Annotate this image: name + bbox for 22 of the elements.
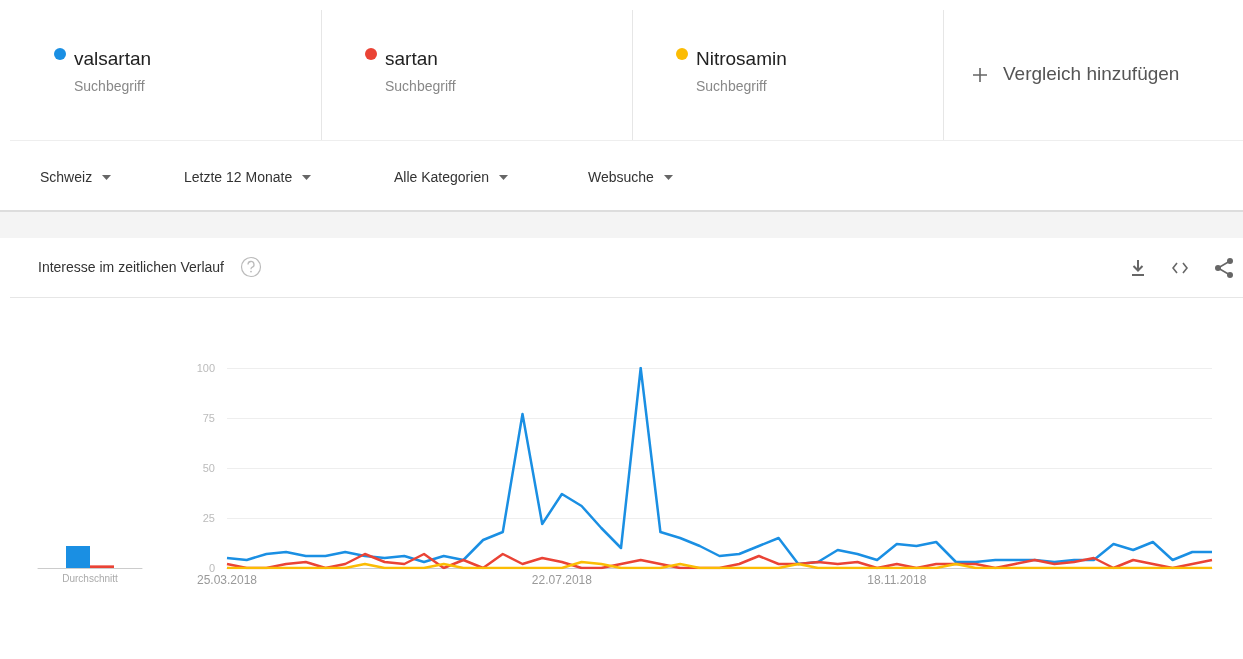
x-tick-label: 18.11.2018: [867, 573, 927, 587]
legend-label: valsartan: [74, 48, 152, 70]
text: Suchbegriff: [385, 78, 456, 94]
y-tick-label: 75: [202, 412, 215, 424]
legend-label: sartan: [385, 48, 438, 70]
y-tick-label: 0: [208, 562, 215, 574]
text: Schweiz: [40, 169, 93, 185]
x-tick-label: Durchschnitt: [62, 572, 119, 584]
text: Letzte 12 Monate: [184, 169, 293, 185]
y-tick-label: 100: [196, 362, 215, 374]
x-tick-label: 22.07.2018: [531, 573, 593, 587]
text: Suchbegriff: [74, 78, 145, 94]
text: Vergleich hinzufügen: [1003, 63, 1180, 85]
text: Suchbegriff: [696, 78, 767, 94]
text: Websuche: [588, 169, 654, 185]
text: Alle Kategorien: [394, 169, 489, 185]
legend-label: Nitrosamin: [696, 48, 787, 70]
y-tick-label: 25: [202, 512, 215, 524]
x-tick-label: 25.03.2018: [196, 573, 258, 587]
chart-title: Interesse im zeitlichen Verlauf: [38, 259, 224, 275]
y-tick-label: 50: [202, 462, 215, 474]
line-series: [225, 366, 1214, 566]
